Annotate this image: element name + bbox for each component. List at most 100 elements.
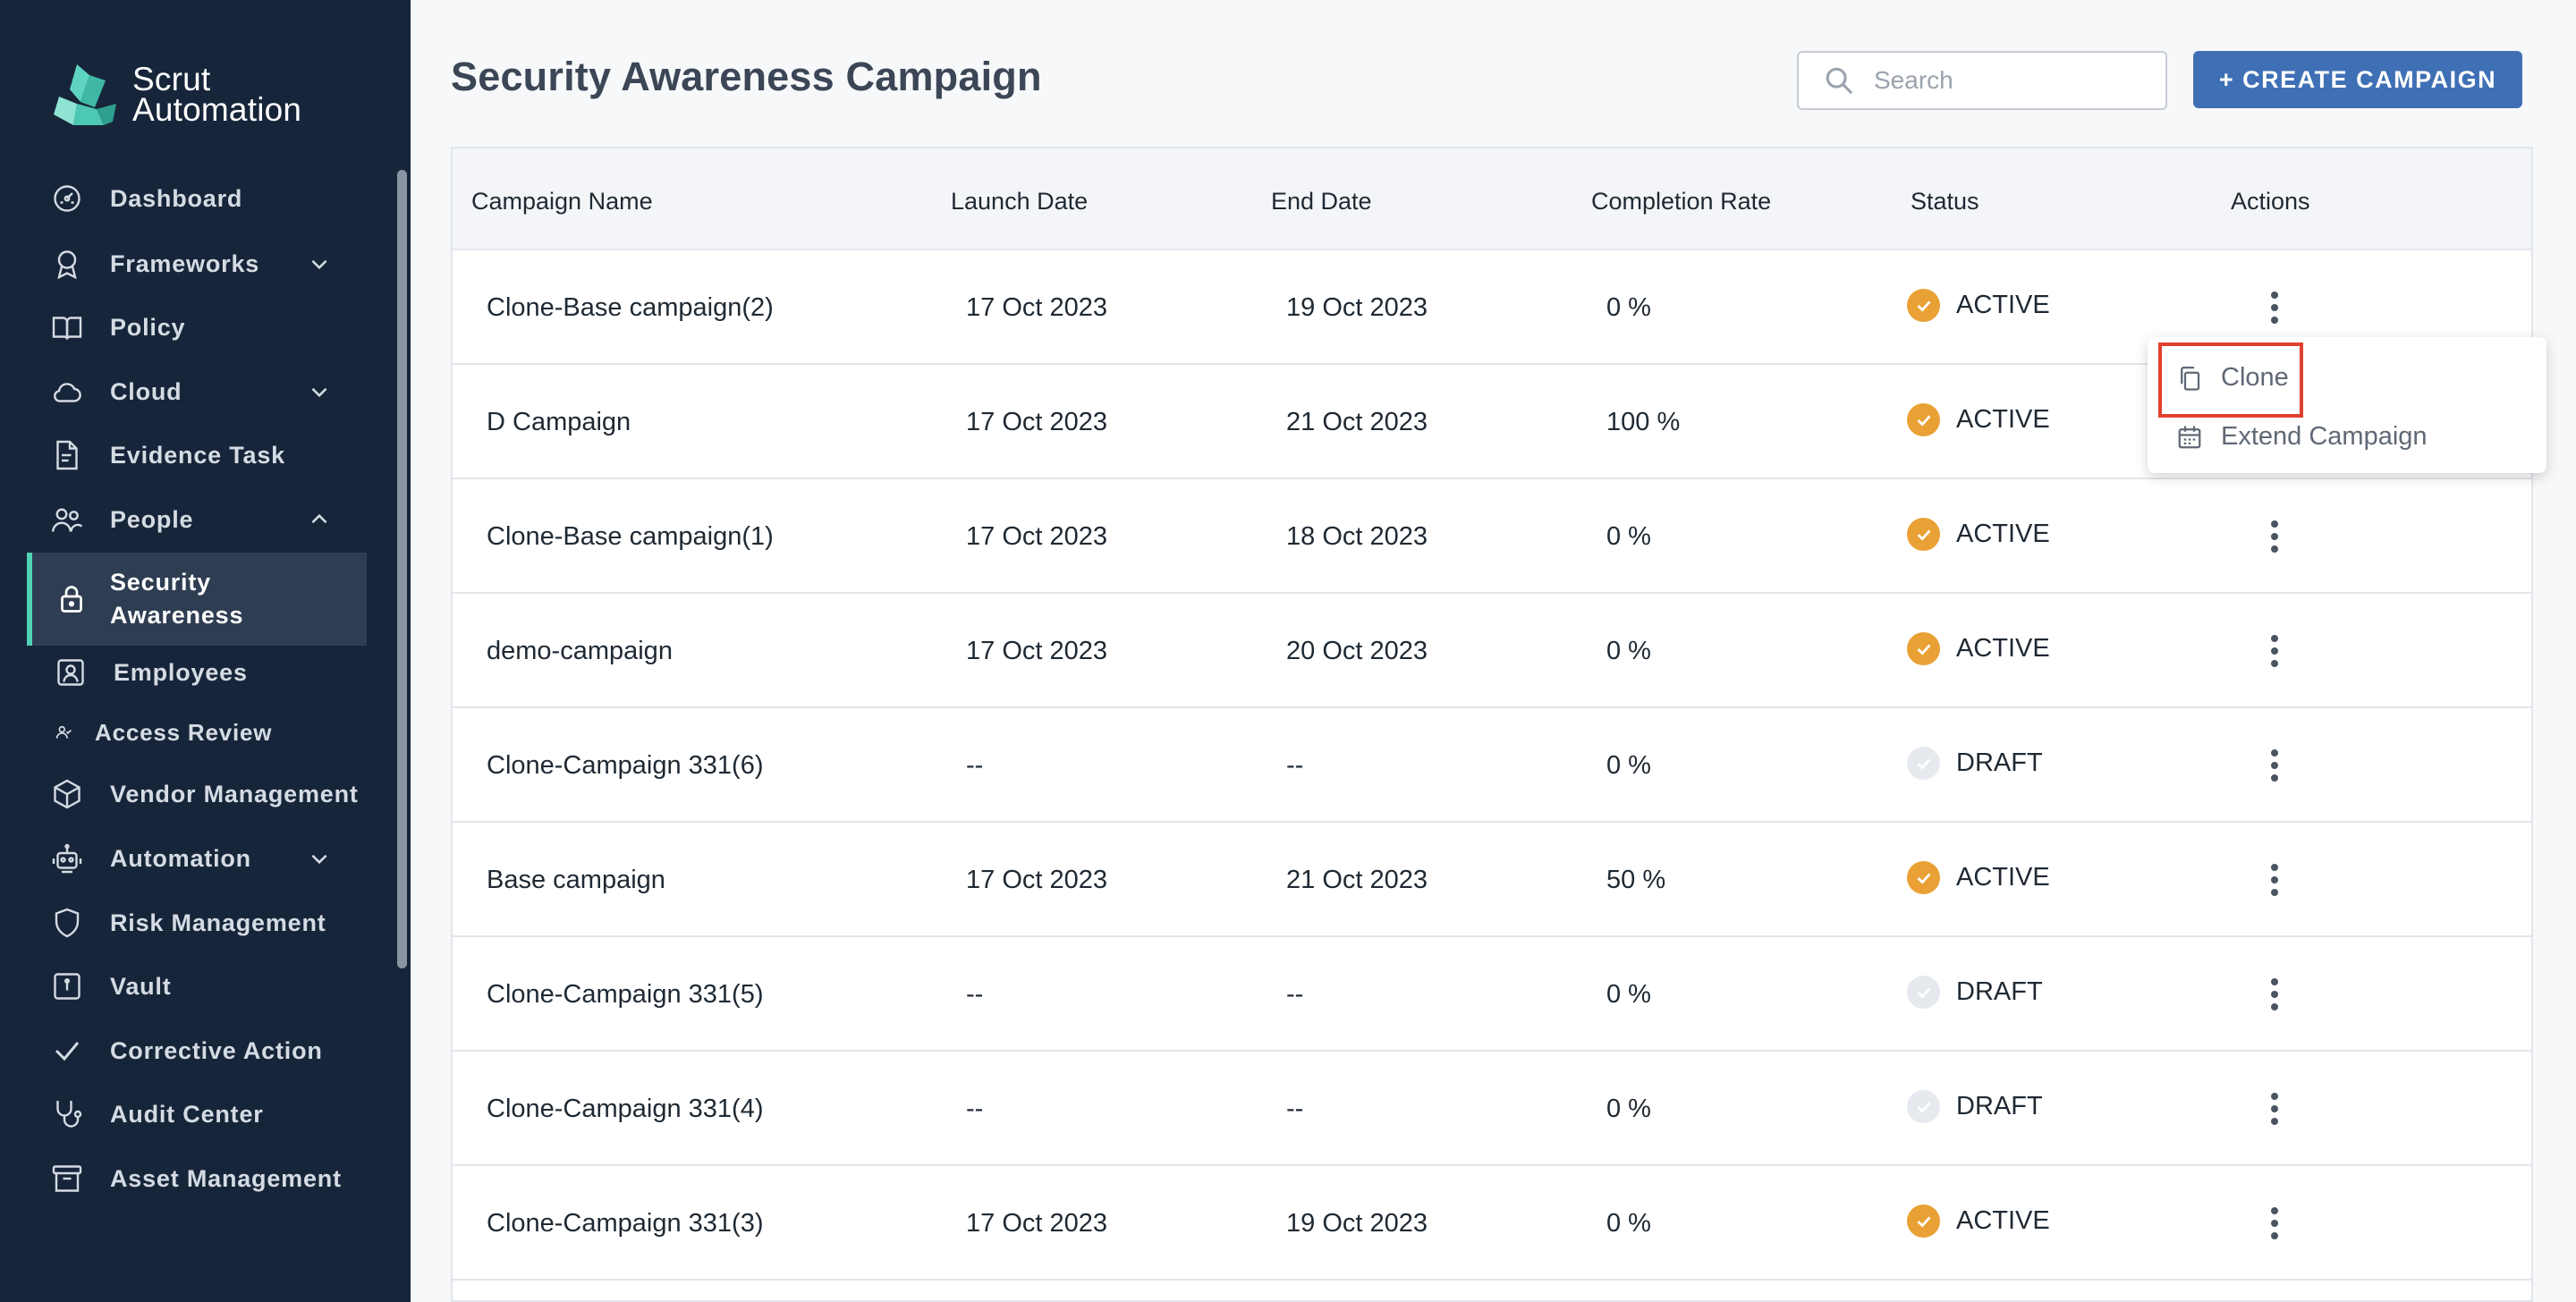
- status-label: ACTIVE: [1956, 1206, 2050, 1235]
- sidebar-item-audit-center[interactable]: Audit Center: [50, 1090, 264, 1138]
- cell-completion-rate: 0 %: [1606, 522, 1651, 551]
- cell-campaign-name: Base campaign: [487, 866, 665, 894]
- cell-completion-rate: 0 %: [1606, 980, 1651, 1009]
- table-row[interactable]: Clone-Campaign 331(6) -- -- 0 % DRAFT: [453, 708, 2531, 823]
- vault-icon: [50, 969, 84, 1003]
- sidebar-item-label: Employees: [114, 658, 248, 686]
- cell-campaign-name: Clone-Base campaign(1): [487, 522, 774, 551]
- sidebar-item-dashboard[interactable]: Dashboard: [50, 174, 242, 223]
- robot-icon: [50, 841, 84, 875]
- chevron-down-icon: [311, 387, 327, 398]
- cell-completion-rate: 0 %: [1606, 637, 1651, 665]
- row-actions-kebab-icon[interactable]: [2259, 515, 2290, 558]
- cell-launch-date: --: [966, 980, 984, 1009]
- table-row[interactable]: Clone-Campaign 331(3) 17 Oct 2023 19 Oct 2…: [453, 1166, 2531, 1281]
- search-box[interactable]: [1797, 51, 2167, 110]
- sidebar-item-corrective-action[interactable]: Corrective Action: [50, 1027, 323, 1075]
- cell-end-date: --: [1286, 751, 1304, 780]
- check-icon: [50, 1034, 84, 1068]
- cell-end-date: --: [1286, 1095, 1304, 1123]
- create-campaign-button[interactable]: + CREATE CAMPAIGN: [2193, 51, 2522, 108]
- status-label: ACTIVE: [1956, 863, 2050, 892]
- sidebar-item-access-review[interactable]: Access Review: [54, 708, 272, 757]
- brand-name-line2: Automation: [132, 91, 302, 128]
- column-header-end-date[interactable]: End Date: [1271, 188, 1372, 215]
- sidebar-item-label: Vault: [110, 972, 172, 1000]
- sidebar-scrollbar[interactable]: [397, 170, 407, 968]
- search-input[interactable]: [1874, 66, 2142, 95]
- people-icon: [50, 503, 84, 537]
- row-actions-kebab-icon[interactable]: [2259, 858, 2290, 901]
- sidebar-item-cloud[interactable]: Cloud: [50, 368, 345, 416]
- table-row[interactable]: Base campaign 17 Oct 2023 21 Oct 2023 50 % A…: [453, 823, 2531, 937]
- table-row[interactable]: Clone-Base campaign(1) 17 Oct 2023 18 Oct …: [453, 479, 2531, 594]
- column-header-launch-date[interactable]: Launch Date: [951, 188, 1089, 215]
- sidebar-item-label: Automation: [110, 844, 251, 872]
- sidebar-item-asset-management[interactable]: Asset Management: [50, 1154, 342, 1203]
- menu-item-clone[interactable]: Clone: [2176, 363, 2289, 393]
- table-row[interactable]: Clone-Base campaign(2) 17 Oct 2023 19 Oct …: [453, 250, 2531, 365]
- sidebar-item-label: Evidence Task: [110, 441, 285, 469]
- sidebar-item-vendor-management[interactable]: Vendor Management: [50, 770, 359, 818]
- status-draft-icon: [1907, 1090, 1940, 1123]
- row-actions-kebab-icon[interactable]: [2259, 1202, 2290, 1245]
- cell-completion-rate: 0 %: [1606, 293, 1651, 322]
- row-actions-kebab-icon[interactable]: [2259, 630, 2290, 672]
- sidebar-item-label: Corrective Action: [110, 1036, 323, 1064]
- row-actions-kebab-icon[interactable]: [2259, 973, 2290, 1016]
- user-small-icon: [54, 715, 73, 749]
- sidebar-item-label: Policy: [110, 313, 186, 341]
- row-actions-kebab-icon[interactable]: [2259, 286, 2290, 329]
- sidebar-item-automation[interactable]: Automation: [50, 834, 345, 883]
- award-icon: [50, 247, 84, 281]
- cell-completion-rate: 100 %: [1606, 408, 1681, 436]
- table-row[interactable]: D Campaign 17 Oct 2023 21 Oct 2023 100 % ACT…: [453, 365, 2531, 479]
- status-label: ACTIVE: [1956, 520, 2050, 548]
- cell-campaign-name: Clone-Campaign 331(6): [487, 751, 764, 780]
- status-active-icon: [1907, 403, 1940, 436]
- user-card-icon: [54, 655, 88, 689]
- sidebar-item-evidence-task[interactable]: Evidence Task: [50, 431, 285, 479]
- sidebar-item-label: Security Awareness: [110, 566, 243, 632]
- search-icon: [1826, 67, 1853, 95]
- status-active-icon: [1907, 861, 1940, 894]
- cell-completion-rate: 0 %: [1606, 751, 1651, 780]
- status-badge: ACTIVE: [1907, 861, 2050, 894]
- status-label: ACTIVE: [1956, 405, 2050, 434]
- sidebar-item-label: Audit Center: [110, 1100, 264, 1128]
- table-row[interactable]: Clone-Campaign 331(5) -- -- 0 % DRAFT: [453, 937, 2531, 1052]
- status-active-icon: [1907, 289, 1940, 322]
- cell-completion-rate: 0 %: [1606, 1209, 1651, 1238]
- status-draft-icon: [1907, 976, 1940, 1009]
- row-actions-kebab-icon[interactable]: [2259, 1087, 2290, 1130]
- sidebar-item-vault[interactable]: Vault: [50, 962, 172, 1010]
- column-header-completion-rate[interactable]: Completion Rate: [1591, 188, 1772, 215]
- box-icon: [50, 777, 84, 811]
- table-row[interactable]: demo-campaign 17 Oct 2023 20 Oct 2023 0 % AC…: [453, 594, 2531, 708]
- clone-highlight-box: [2158, 342, 2303, 418]
- cell-end-date: 21 Oct 2023: [1286, 866, 1428, 894]
- cell-launch-date: --: [966, 751, 984, 780]
- table-row[interactable]: Clone-Campaign 331(4) -- -- 0 % DRAFT: [453, 1052, 2531, 1166]
- sidebar-item-people[interactable]: People: [50, 495, 345, 544]
- sidebar-item-label-line2: Awareness: [110, 602, 244, 629]
- table-header: Campaign Name Launch Date End Date Compl…: [453, 148, 2531, 250]
- brand-logo[interactable]: Scrut Automation: [50, 63, 301, 127]
- cell-campaign-name: Clone-Campaign 331(5): [487, 980, 764, 1009]
- sidebar-item-security-awareness[interactable]: [27, 553, 367, 646]
- sidebar-item-frameworks[interactable]: Frameworks: [50, 240, 345, 288]
- column-header-campaign-name[interactable]: Campaign Name: [471, 188, 653, 215]
- row-actions-kebab-icon[interactable]: [2259, 744, 2290, 787]
- cell-launch-date: 17 Oct 2023: [966, 293, 1107, 322]
- menu-item-extend-campaign[interactable]: Extend Campaign: [2176, 422, 2428, 452]
- sidebar-item-policy[interactable]: Policy: [50, 303, 185, 351]
- status-label: DRAFT: [1956, 977, 2043, 1006]
- sidebar-item-risk-management[interactable]: Risk Management: [50, 899, 326, 947]
- status-draft-icon: [1907, 747, 1940, 780]
- sidebar-item-label: People: [110, 505, 194, 533]
- cell-launch-date: 17 Oct 2023: [966, 637, 1107, 665]
- cell-end-date: 19 Oct 2023: [1286, 293, 1428, 322]
- status-badge: DRAFT: [1907, 747, 2043, 780]
- sidebar-item-employees[interactable]: Employees: [54, 648, 248, 697]
- sidebar-item-label-line1: Security: [110, 569, 211, 596]
